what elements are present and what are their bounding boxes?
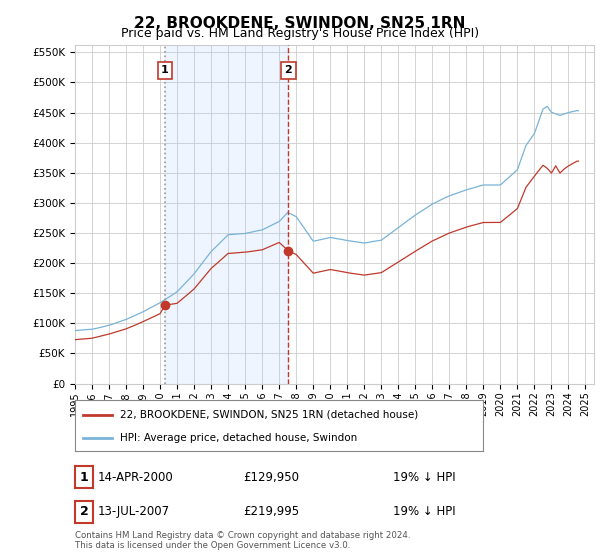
Text: Contains HM Land Registry data © Crown copyright and database right 2024.
This d: Contains HM Land Registry data © Crown c… bbox=[75, 530, 410, 550]
Text: 1: 1 bbox=[161, 66, 169, 76]
Bar bbox=[165, 45, 289, 384]
Text: HPI: Average price, detached house, Swindon: HPI: Average price, detached house, Swin… bbox=[120, 433, 357, 443]
Text: 2: 2 bbox=[284, 66, 292, 76]
Text: £129,950: £129,950 bbox=[243, 470, 299, 484]
Text: £219,995: £219,995 bbox=[243, 505, 299, 519]
Text: 1: 1 bbox=[80, 470, 88, 484]
Text: Price paid vs. HM Land Registry's House Price Index (HPI): Price paid vs. HM Land Registry's House … bbox=[121, 27, 479, 40]
Text: 22, BROOKDENE, SWINDON, SN25 1RN: 22, BROOKDENE, SWINDON, SN25 1RN bbox=[134, 16, 466, 31]
Text: 14-APR-2000: 14-APR-2000 bbox=[98, 470, 173, 484]
Text: 19% ↓ HPI: 19% ↓ HPI bbox=[393, 505, 455, 519]
Text: 13-JUL-2007: 13-JUL-2007 bbox=[98, 505, 170, 519]
Text: 22, BROOKDENE, SWINDON, SN25 1RN (detached house): 22, BROOKDENE, SWINDON, SN25 1RN (detach… bbox=[120, 409, 418, 419]
Text: 2: 2 bbox=[80, 505, 88, 519]
Text: 19% ↓ HPI: 19% ↓ HPI bbox=[393, 470, 455, 484]
